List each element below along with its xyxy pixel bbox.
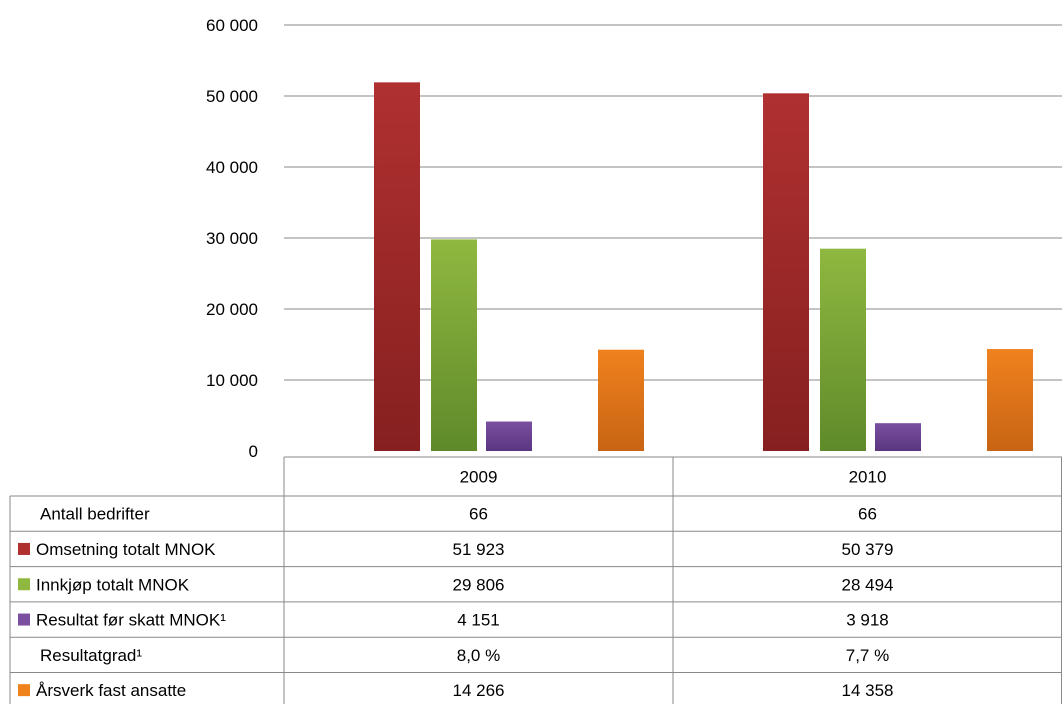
bar (486, 421, 532, 451)
y-axis-tick-labels: 0 10 000 20 000 30 000 40 000 50 000 60 000 (206, 16, 258, 461)
table-cell: 50 379 (842, 540, 894, 559)
y-tick-label: 0 (249, 442, 258, 461)
table-cell: 29 806 (453, 575, 505, 594)
legend-marker (18, 542, 30, 555)
table-row-label: Innkjøp totalt MNOK (36, 575, 190, 594)
bar (598, 349, 644, 451)
legend-marker (18, 613, 30, 626)
table-row-label: Resultat før skatt MNOK¹ (36, 611, 226, 630)
bar (374, 82, 420, 451)
bars (374, 82, 1033, 452)
table-header-cell: 2009 (460, 468, 498, 487)
bar (875, 423, 921, 451)
y-tick-label: 30 000 (206, 229, 258, 248)
bar (820, 248, 866, 451)
table-cell: 28 494 (842, 575, 894, 594)
table-cell: 8,0 % (457, 646, 500, 665)
table-row-label: Resultatgrad¹ (40, 646, 142, 665)
table-row-label: Antall bedrifter (40, 505, 150, 524)
data-table: 2009 2010 Antall bedrifter 66 66 Omsetning to… (9, 456, 1062, 704)
legend-marker (18, 684, 30, 697)
table-cell: 51 923 (453, 540, 505, 559)
y-tick-label: 40 000 (206, 158, 258, 177)
table-cell: 66 (469, 505, 488, 524)
table-cell: 14 266 (453, 681, 505, 700)
bar (763, 93, 809, 452)
table-cell: 66 (858, 505, 877, 524)
table-row-label: Omsetning totalt MNOK (36, 540, 216, 559)
bar (431, 239, 477, 451)
legend-marker (18, 578, 30, 591)
bar (987, 349, 1033, 451)
table-cell: 4 151 (457, 611, 500, 630)
y-tick-label: 10 000 (206, 371, 258, 390)
table-row-label: Årsverk fast ansatte (36, 681, 186, 700)
table-header-cell: 2010 (849, 468, 887, 487)
table-cell: 7,7 % (846, 646, 889, 665)
y-tick-label: 60 000 (206, 16, 258, 35)
y-tick-label: 20 000 (206, 300, 258, 319)
table-cell: 14 358 (842, 681, 894, 700)
y-tick-label: 50 000 (206, 87, 258, 106)
table-cell: 3 918 (846, 611, 889, 630)
